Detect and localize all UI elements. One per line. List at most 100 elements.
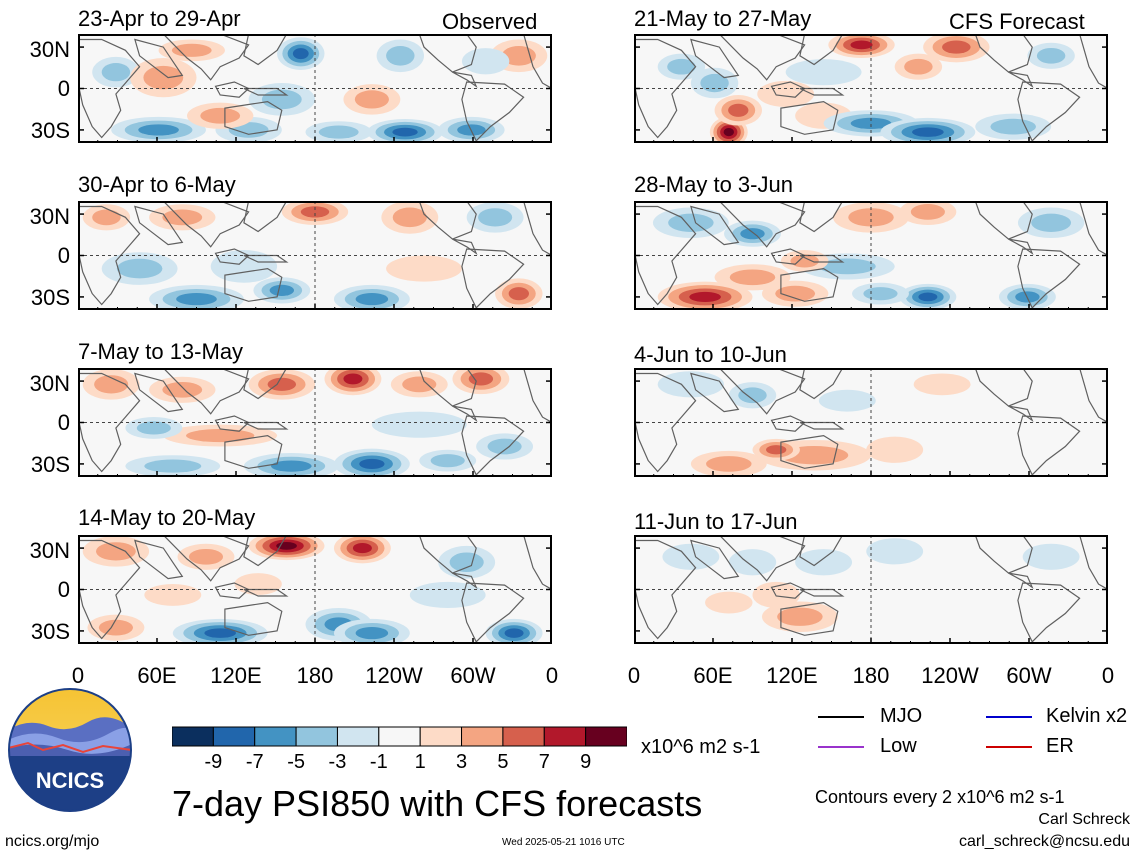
- anomaly-contour: [468, 372, 494, 386]
- panel-title-4: 14-May to 20-May: [78, 505, 256, 530]
- anomaly-contour: [904, 58, 933, 75]
- panel-title-6: 28-May to 3-Jun: [634, 172, 793, 197]
- anomaly-contour: [144, 584, 202, 606]
- coastline: [1078, 535, 1108, 591]
- coastline: [780, 267, 839, 302]
- coastline: [522, 368, 552, 424]
- map-panel-3: [78, 368, 552, 477]
- ncics-logo: NCICS: [8, 688, 132, 812]
- colorbar-units: x10^6 m2 s-1: [641, 736, 761, 758]
- coastline: [799, 535, 844, 567]
- anomaly-contour: [409, 581, 486, 609]
- anomaly-contour: [668, 213, 714, 232]
- anomaly-contour: [261, 89, 302, 110]
- coastline: [418, 535, 477, 574]
- anomaly-contour: [318, 125, 359, 139]
- coastline: [522, 34, 552, 90]
- anomaly-contour: [204, 628, 236, 638]
- x-tick-label: 60W: [450, 663, 496, 688]
- anomaly-contour: [430, 454, 465, 468]
- anomaly-contour: [728, 103, 749, 117]
- anomaly-contour: [352, 542, 372, 554]
- colorbar-swatch: [378, 726, 421, 747]
- coastline: [770, 81, 806, 98]
- colorbar: -9 -7 -5 -3 -1 1 3 5 7 9: [172, 726, 627, 773]
- coastline: [243, 368, 288, 400]
- colorbar-swatch: [461, 726, 504, 747]
- x-tick-label: 120W: [921, 663, 979, 688]
- author-email[interactable]: carl_schreck@ncsu.edu: [959, 833, 1130, 850]
- y-tick-label: 30S: [30, 619, 70, 644]
- coastline: [718, 34, 806, 81]
- logo-text: NCICS: [36, 768, 104, 793]
- anomaly-contour: [866, 436, 924, 463]
- x-tick-label: 0: [627, 663, 641, 688]
- anomaly-contour: [766, 445, 787, 455]
- anomaly-contour: [186, 429, 255, 443]
- anomaly-contour: [706, 456, 752, 472]
- colorbar-tick-label: -7: [246, 751, 264, 773]
- coastline: [243, 201, 288, 233]
- x-tick-label: 0: [1101, 663, 1115, 688]
- anomaly-contour: [912, 127, 944, 137]
- anomaly-contour: [176, 293, 217, 306]
- contours-note: Contours every 2 x10^6 m2 s-1: [815, 787, 1065, 807]
- coastline: [799, 201, 844, 233]
- anomaly-contour: [136, 421, 171, 435]
- anomaly-contour: [359, 458, 385, 470]
- anomaly-contour: [461, 48, 510, 75]
- y-tick-label: 30S: [30, 118, 70, 143]
- anomaly-contour: [392, 127, 418, 137]
- anomaly-contour: [402, 376, 437, 393]
- anomaly-contour: [96, 542, 136, 561]
- anomaly-contour: [162, 381, 203, 398]
- anomaly-contour: [504, 628, 524, 638]
- anomaly-contour: [501, 45, 536, 66]
- coastline: [162, 201, 250, 248]
- y-tick-label: 0: [57, 76, 70, 101]
- x-tick-label: 0: [545, 663, 559, 688]
- x-tick-label: 120E: [766, 663, 818, 688]
- coastline: [418, 368, 477, 407]
- coastline: [718, 368, 806, 415]
- panel-title-7: 4-Jun to 10-Jun: [634, 342, 787, 367]
- anomaly-contour: [1031, 213, 1072, 232]
- anomaly-contour: [355, 293, 389, 306]
- coastline: [452, 405, 478, 422]
- x-tick-label: 120E: [210, 663, 262, 688]
- coastline: [1008, 238, 1034, 255]
- anomaly-contour: [738, 387, 767, 404]
- coastline: [974, 535, 1033, 574]
- panel-title-1: 23-Apr to 29-Apr: [78, 6, 241, 31]
- website-link[interactable]: ncics.org/mjo: [5, 833, 100, 850]
- anomaly-contour: [850, 40, 873, 50]
- anomaly-contour: [371, 411, 467, 438]
- anomaly-contour: [267, 377, 297, 391]
- map-panel-4: [78, 535, 552, 644]
- anomaly-contour: [910, 204, 945, 220]
- anomaly-contour: [343, 373, 363, 385]
- map-panel-8: [634, 535, 1108, 644]
- anomaly-contour: [98, 619, 133, 636]
- coastline: [78, 38, 141, 139]
- x-tick-label: 60W: [1006, 663, 1052, 688]
- anomaly-contour: [508, 287, 529, 301]
- anomaly-contour: [101, 62, 131, 82]
- colorbar-swatch: [336, 726, 380, 747]
- coastline: [974, 368, 1033, 407]
- coastline: [78, 539, 141, 640]
- coastline: [418, 34, 477, 73]
- y-tick-label: 30N: [29, 371, 70, 396]
- coastline: [690, 205, 740, 246]
- coastline: [1008, 405, 1034, 422]
- anomaly-contour: [757, 80, 815, 108]
- anomaly-contour: [1022, 543, 1080, 570]
- coastline: [134, 38, 184, 79]
- anomaly-contour: [1036, 47, 1066, 64]
- coastline: [214, 81, 250, 98]
- coastline: [690, 539, 740, 580]
- anomaly-contour: [162, 209, 203, 226]
- coastline: [134, 539, 184, 580]
- map-panel-6: [634, 201, 1108, 310]
- anomaly-contour: [700, 73, 729, 93]
